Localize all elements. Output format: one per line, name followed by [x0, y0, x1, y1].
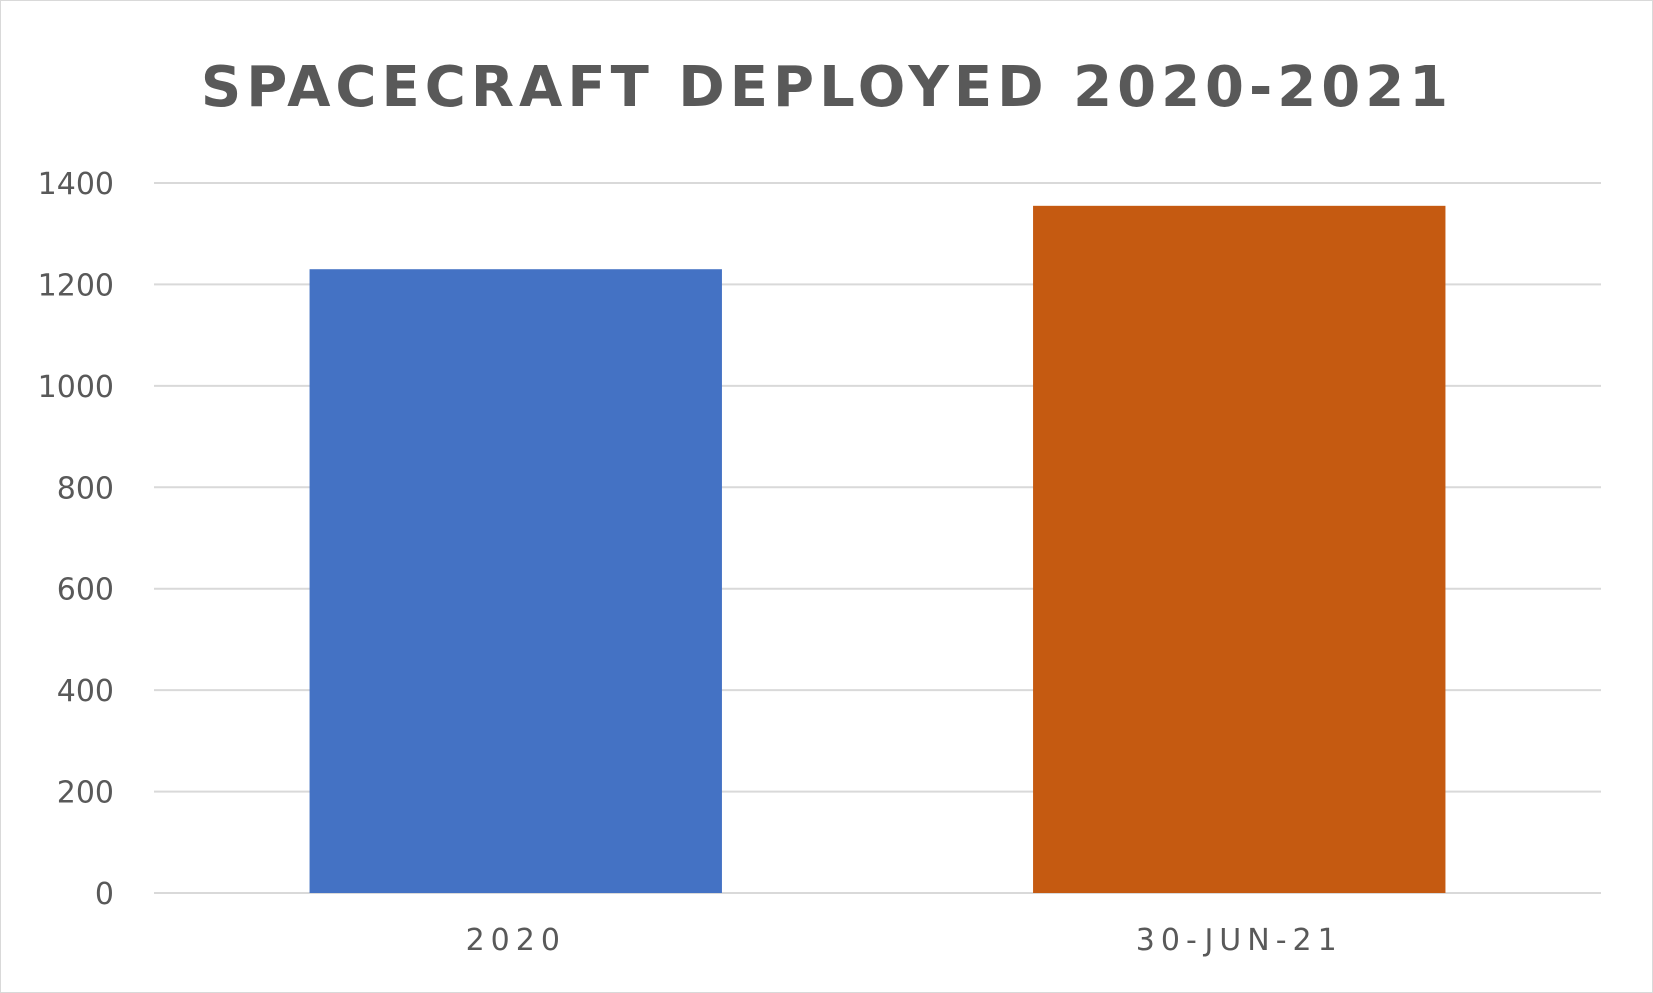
bars: [309, 205, 1446, 894]
y-tick-label: 1400: [38, 167, 114, 202]
bar-30-jun-21: [1033, 205, 1446, 894]
y-tick-label: 800: [57, 471, 114, 506]
y-tick-label: 1000: [38, 370, 114, 405]
chart-title: SPACECRAFT DEPLOYED 2020-2021: [201, 55, 1453, 120]
x-axis-tick-labels: 2020 30-JUN-21: [466, 923, 1343, 958]
bar-2020: [309, 269, 722, 893]
y-tick-label: 1200: [38, 268, 114, 303]
y-tick-label: 600: [57, 573, 114, 608]
x-tick-label: 30-JUN-21: [1136, 923, 1343, 958]
x-tick-label: 2020: [466, 923, 566, 958]
y-tick-label: 0: [95, 877, 114, 912]
y-tick-label: 400: [57, 674, 114, 709]
y-tick-label: 200: [57, 776, 114, 811]
y-axis-tick-labels: 0 200 400 600 800 1000 1200 1400: [38, 167, 114, 912]
